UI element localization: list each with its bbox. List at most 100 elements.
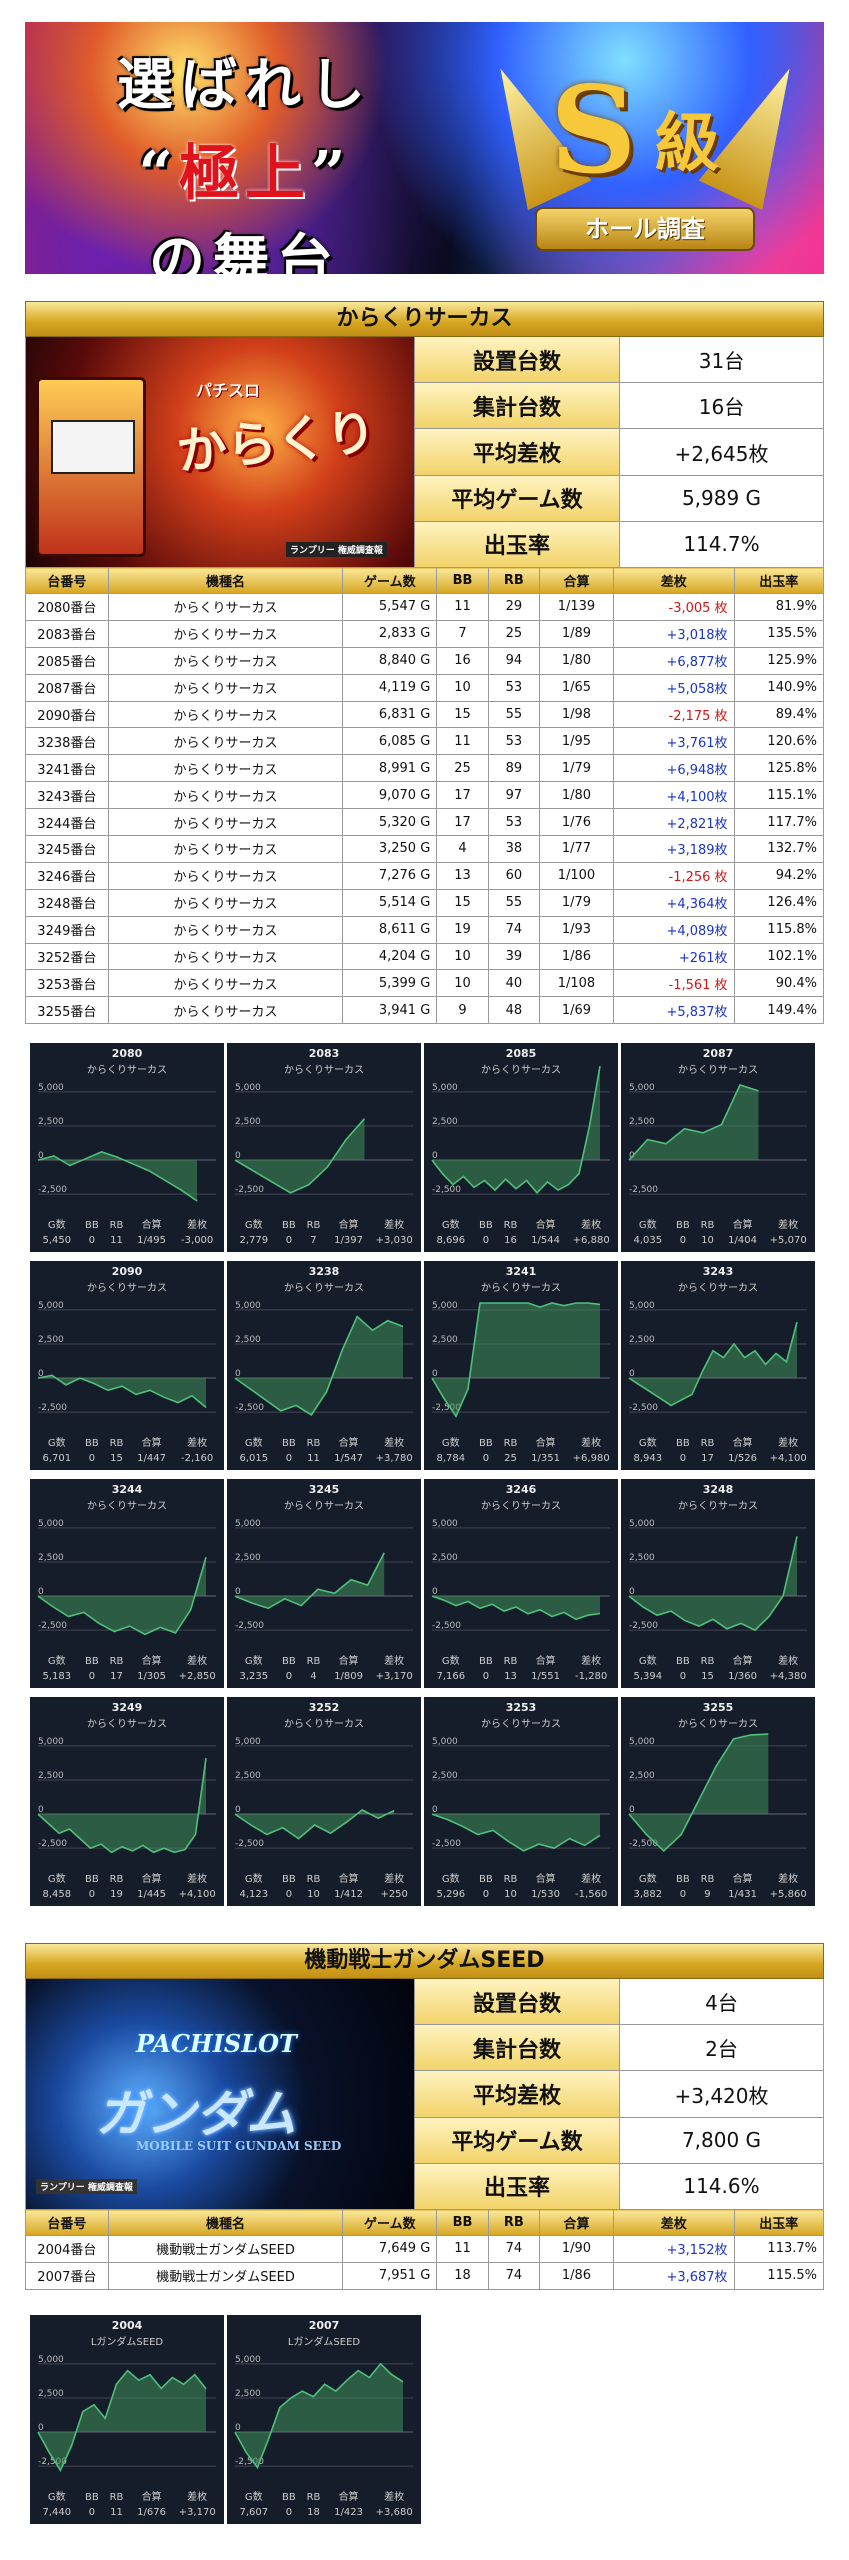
- chart-stat-label: RB: [306, 1220, 321, 1231]
- chart-title: 3252: [309, 1701, 340, 1714]
- chart-line: [431, 1302, 601, 1418]
- chart-stat-label: 合算: [535, 1220, 556, 1231]
- chart-stat-label: G数: [47, 1656, 66, 1667]
- table-cell: 17: [436, 781, 489, 810]
- chart-stat-label: G数: [244, 2492, 263, 2503]
- hero-banner: 選ばれし “極上” の舞台 S 級 ホール調査: [25, 22, 824, 274]
- chart-stat-value: 10: [701, 1235, 714, 1246]
- chart-stat-value: +6,980: [572, 1453, 610, 1464]
- table-cell: からくりサーカス: [107, 996, 344, 1025]
- slump-chart: 3255 からくりサーカス 5,000 2,500 0 -2,500 G数 BB RB 合算 差枚 3…: [621, 1697, 815, 1906]
- chart-stat-value: 0: [88, 1235, 96, 1246]
- chart-stat-value: 6,701: [42, 1453, 72, 1464]
- stat-row: 集計台数 2台: [414, 2025, 823, 2072]
- chart-subtitle: からくりサーカス: [87, 1718, 167, 1730]
- chart-stat-value: 15: [110, 1453, 123, 1464]
- chart-stat-value: 2,779: [239, 1235, 269, 1246]
- chart-area: [235, 1316, 403, 1415]
- table-cell: 4: [436, 835, 489, 863]
- table-cell: 15: [436, 888, 489, 917]
- chart-stat-value: 1/351: [531, 1453, 560, 1464]
- table-cell: +5,058枚: [612, 673, 735, 702]
- chart-area: [629, 1536, 797, 1631]
- chart-stat-label: G数: [244, 1656, 263, 1667]
- table-cell: +261枚: [612, 942, 735, 971]
- chart-stats: G数 BB RB 合算 差枚 7,166 0 13 1/551 -1,280: [428, 1654, 614, 1684]
- table-cell: 3249番台: [25, 915, 109, 944]
- table-cell: +3,687枚: [612, 2261, 735, 2290]
- chart-subtitle: からくりサーカス: [481, 1282, 561, 1294]
- chart-stat-label: BB: [85, 1874, 99, 1885]
- y-tick-label: -2,500: [629, 1839, 658, 1849]
- stat-value: 16台: [698, 395, 745, 420]
- chart-stat-label: BB: [282, 1220, 296, 1231]
- table-cell: 1/98: [539, 700, 614, 729]
- table-cell: 89: [487, 754, 541, 783]
- y-tick-label: 2,500: [629, 1771, 655, 1781]
- section-karakuri: からくりサーカス パチスロ からくり ランプリー 権威調査報 設置台数 31台 集計…: [25, 301, 825, 1025]
- chart-stat-value: 11: [110, 2507, 123, 2518]
- table-cell: 1/89: [539, 619, 614, 648]
- table-cell: 6,831 G: [342, 700, 438, 729]
- chart-stat-value: -1,280: [575, 1671, 608, 1682]
- chart-stat-value: +3,170: [375, 1671, 413, 1682]
- chart-title: 3253: [506, 1701, 537, 1714]
- table-cell: 55: [487, 700, 541, 729]
- y-tick-label: 0: [38, 1151, 44, 1161]
- chart-line: [37, 2369, 207, 2472]
- chart-stat-value: +2,850: [178, 1671, 216, 1682]
- slump-chart: 2083 からくりサーカス 5,000 2,500 0 -2,500 G数 BB RB 合算 差枚 2…: [227, 1043, 421, 1252]
- y-tick-label: 0: [38, 1369, 44, 1379]
- table-cell: からくりサーカス: [107, 700, 344, 729]
- table-cell: 48: [487, 996, 541, 1025]
- chart-stats: G数 BB RB 合算 差枚 3,882 0 9 1/431 +5,860: [625, 1872, 811, 1902]
- chart-stat-value: 19: [110, 1889, 123, 1900]
- chart-stat-value: 1/404: [728, 1235, 757, 1246]
- chart-line: [234, 1809, 395, 1840]
- table-cell: 126.4%: [733, 888, 825, 917]
- chart-subtitle: からくりサーカス: [481, 1064, 561, 1076]
- table-row: 3246番台 からくりサーカス 7,276 G 13 60 1/100 -1,256 枚 94…: [25, 861, 825, 890]
- column-header: 台番号: [25, 2209, 109, 2236]
- y-tick-label: -2,500: [235, 1621, 264, 1631]
- slump-chart: 3241 からくりサーカス 5,000 2,500 0 -2,500 G数 BB RB 合算 差枚 8…: [424, 1261, 618, 1470]
- image-logo-text: からくり: [173, 401, 379, 482]
- banner-line3: の舞台: [149, 228, 341, 274]
- stat-row: 平均差枚 +3,420枚: [414, 2071, 823, 2118]
- table-header: 台番号 機種名 ゲーム数 BB RB 合算 差枚 出玉率: [25, 567, 825, 594]
- table-cell: 25: [487, 619, 541, 648]
- table-cell: 140.9%: [733, 673, 825, 702]
- chart-line: [628, 1536, 798, 1632]
- column-header: 出玉率: [733, 2209, 825, 2236]
- chart-stat-value: 0: [88, 1453, 96, 1464]
- chart-title: 3238: [309, 1265, 340, 1278]
- banner-line1: 選ばれし: [117, 52, 373, 118]
- table-cell: 97: [487, 781, 541, 810]
- chart-stat-label: RB: [109, 1656, 124, 1667]
- chart-svg: 3243 からくりサーカス 5,000 2,500 0 -2,500: [628, 1265, 807, 1413]
- chart-stat-label: BB: [85, 2492, 99, 2503]
- table-row: 3243番台 からくりサーカス 9,070 G 17 97 1/80 +4,100枚 115.…: [25, 781, 825, 810]
- slump-chart: 3244 からくりサーカス 5,000 2,500 0 -2,500 G数 BB RB 合算 差枚 5…: [30, 1479, 224, 1688]
- chart-svg: 3248 からくりサーカス 5,000 2,500 0 -2,500: [628, 1483, 807, 1632]
- slump-chart: 3238 からくりサーカス 5,000 2,500 0 -2,500 G数 BB RB 合算 差枚 6…: [227, 1261, 421, 1470]
- chart-stat-value: 6,015: [239, 1453, 269, 1464]
- table-cell: 機動戦士ガンダムSEED: [107, 2235, 344, 2263]
- table-cell: 117.7%: [733, 808, 825, 837]
- chart-stat-value: 8,696: [436, 1235, 466, 1246]
- slump-chart: 2090 からくりサーカス 5,000 2,500 0 -2,500 G数 BB RB 合算 差枚 6…: [30, 1261, 224, 1470]
- stat-value: 4台: [705, 1991, 738, 2016]
- stat-label: 平均差枚: [414, 2071, 620, 2117]
- y-tick-label: 2,500: [38, 1771, 64, 1781]
- chart-stat-value: 5,296: [436, 1889, 466, 1900]
- chart-stat-value: 7,166: [436, 1671, 466, 1682]
- table-cell: からくりサーカス: [107, 754, 344, 783]
- y-tick-label: 0: [235, 1369, 241, 1379]
- chart-stat-label: 合算: [338, 2492, 359, 2503]
- chart-stat-value: 17: [110, 1671, 123, 1682]
- y-tick-label: -2,500: [629, 1185, 658, 1195]
- table-cell: 115.5%: [733, 2261, 825, 2290]
- chart-stat-value: 17: [701, 1453, 714, 1464]
- chart-stat-label: RB: [109, 1874, 124, 1885]
- chart-stat-label: BB: [85, 1438, 99, 1449]
